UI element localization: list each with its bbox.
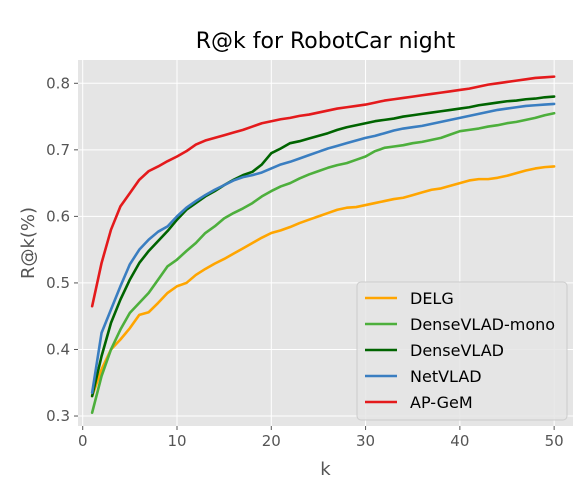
y-tick-label: 0.5 [46,274,70,292]
series-line-densevlad [90,95,556,398]
y-tick-label: 0.6 [46,207,70,225]
chart-title: R@k for RobotCar night [196,29,456,54]
legend: DELG DenseVLAD-mono DenseVLAD NetVLAD AP-GeM [356,281,568,421]
series-line-netvlad [90,102,556,395]
x-tick-label: 30 [356,432,375,450]
x-tick-label: 40 [450,432,469,450]
y-tick-label: 0.7 [46,141,70,159]
y-tick-label: 0.3 [46,407,70,425]
series-line-densevlad-mono [90,111,556,414]
y-tick-label: 0.4 [46,340,70,358]
y-axis-label: R@k(%) [18,207,39,279]
tick-labels: 0 10 20 30 40 50 0.3 0.4 0.5 0.6 0.7 0.8 [46,74,564,450]
y-tick-label: 0.8 [46,74,70,92]
series-lines [90,75,556,414]
legend-label: DenseVLAD [410,341,504,360]
x-axis-label: k [320,459,331,480]
series-line-delg [90,165,556,398]
x-tick-label: 50 [545,432,564,450]
x-tick-label: 20 [262,432,281,450]
legend-label: DenseVLAD-mono [410,315,555,334]
legend-label: AP-GeM [410,393,473,412]
legend-label: NetVLAD [410,367,482,386]
legend-box [356,281,568,421]
x-tick-label: 10 [167,432,186,450]
legend-label: DELG [410,289,454,308]
series-line-ap-gem [90,75,556,308]
x-tick-label: 0 [78,432,88,450]
